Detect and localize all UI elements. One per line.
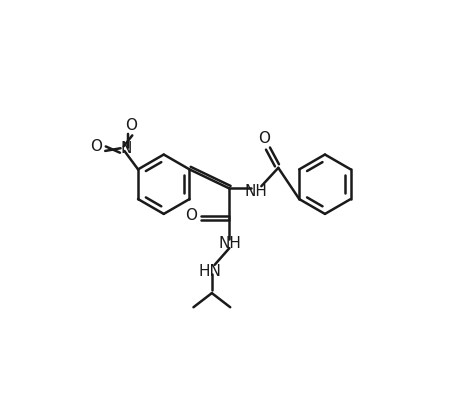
Text: HN: HN [199, 264, 222, 279]
Text: NH: NH [244, 184, 267, 199]
Text: N: N [120, 141, 131, 156]
Text: O: O [258, 131, 270, 146]
Text: O: O [125, 118, 138, 133]
Text: O: O [186, 208, 198, 223]
Text: O: O [90, 139, 102, 154]
Text: NH: NH [219, 236, 241, 251]
